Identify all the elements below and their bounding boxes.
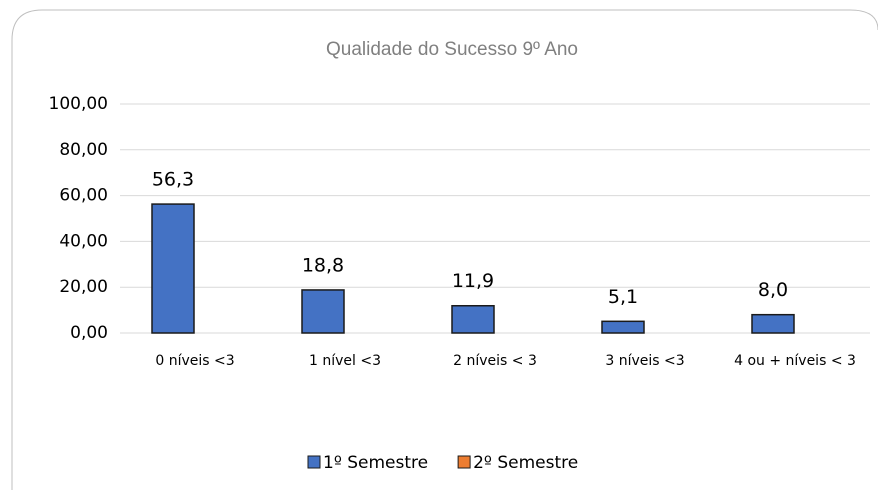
chart-border	[11, 9, 878, 490]
x-tick-label: 4 ou + níveis < 3	[734, 353, 856, 369]
data-label: 56,3	[152, 169, 194, 191]
x-tick-label: 2 níveis < 3	[453, 353, 537, 369]
bar	[751, 313, 795, 334]
bar	[601, 320, 645, 334]
y-tick-label: 20,00	[59, 277, 108, 297]
data-label: 11,9	[452, 270, 494, 292]
legend-swatch	[307, 455, 321, 469]
bar	[301, 289, 345, 334]
legend-swatch	[457, 455, 471, 469]
x-tick-label: 3 níveis <3	[605, 353, 684, 369]
y-tick-label: 0,00	[70, 323, 108, 343]
legend-label: 2º Semestre	[473, 453, 578, 473]
y-tick-label: 60,00	[59, 186, 108, 206]
data-label: 8,0	[758, 279, 788, 301]
y-tick-label: 100,00	[49, 94, 108, 114]
data-label: 18,8	[302, 254, 344, 276]
bar	[151, 203, 195, 334]
legend-label: 1º Semestre	[323, 453, 428, 473]
x-tick-label: 0 níveis <3	[155, 353, 234, 369]
y-tick-label: 40,00	[59, 231, 108, 251]
y-tick-label: 80,00	[59, 140, 108, 160]
bar	[451, 304, 495, 334]
x-tick-label: 1 nível <3	[309, 353, 381, 369]
data-label: 5,1	[608, 286, 638, 308]
chart-title: Qualidade do Sucesso 9º Ano	[326, 39, 578, 60]
